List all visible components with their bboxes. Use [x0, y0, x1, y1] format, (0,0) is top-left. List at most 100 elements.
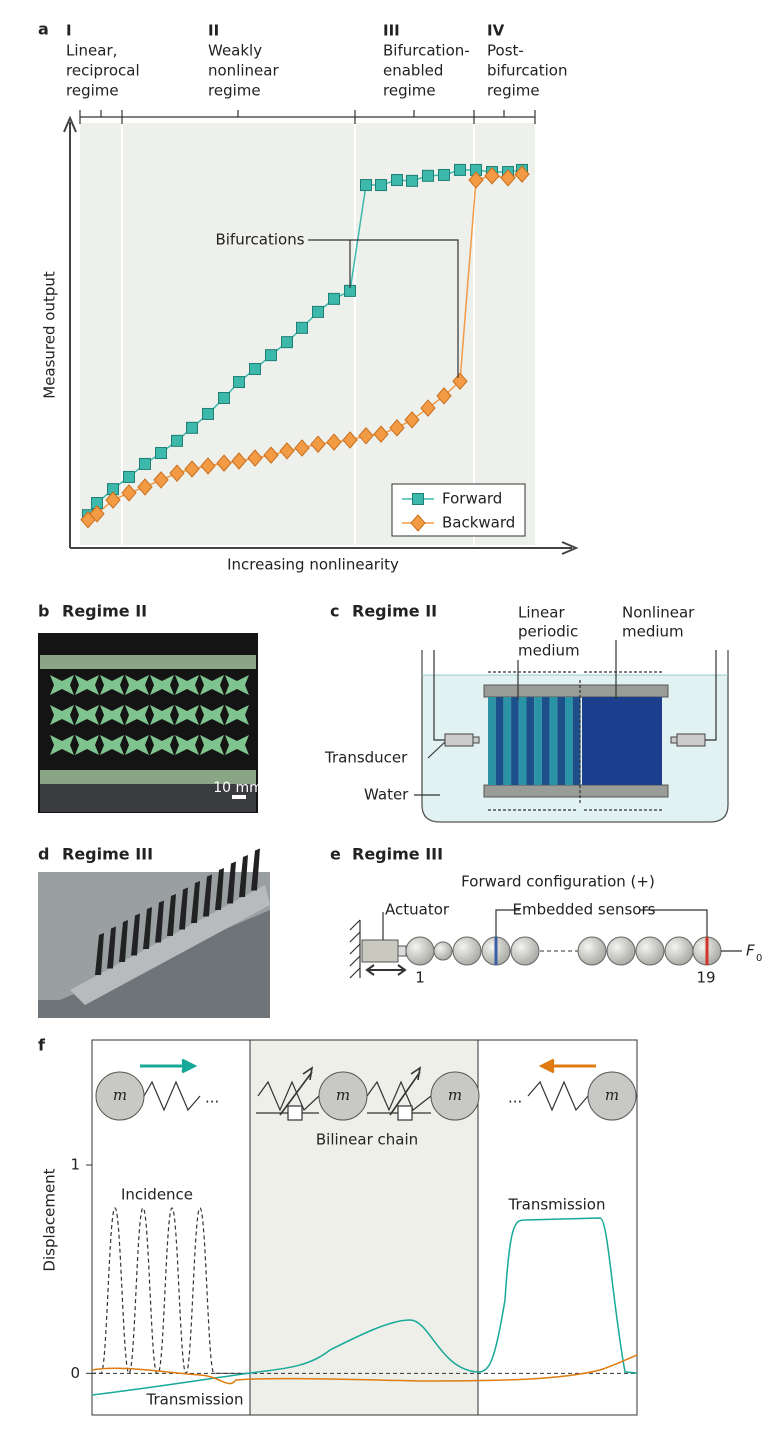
marker — [358, 427, 374, 445]
panel-letter: e — [330, 845, 341, 864]
lattice — [50, 675, 249, 755]
marker — [249, 363, 261, 376]
plot-frame — [91, 1039, 638, 1416]
lattice-cell — [100, 705, 124, 725]
marker — [436, 387, 452, 405]
marker — [186, 421, 198, 434]
plate — [483, 684, 669, 698]
regime-label: Bifurcation- — [383, 42, 470, 60]
panel-letter: b — [38, 602, 49, 621]
lattice-cell — [175, 705, 199, 725]
lattice-cell — [50, 705, 74, 725]
stripe — [534, 697, 542, 785]
linear-medium — [488, 697, 581, 785]
marker — [373, 425, 389, 443]
lattice-cell — [50, 735, 74, 755]
marker — [514, 165, 530, 183]
stripe — [541, 697, 550, 785]
marker — [422, 169, 434, 182]
marker — [281, 336, 293, 349]
regime-label: regime — [487, 82, 540, 100]
resonator — [155, 900, 164, 943]
marker — [137, 478, 153, 496]
plot: 01 — [70, 1156, 638, 1396]
marker — [296, 321, 308, 334]
annotation: Bifurcations — [215, 231, 304, 249]
panel-letter: a — [38, 20, 49, 39]
marker — [294, 439, 310, 457]
mass-label: m — [605, 1086, 619, 1104]
regime-label: regime — [383, 82, 436, 100]
marker — [342, 431, 358, 449]
regime-label: Post- — [487, 42, 524, 60]
panel-title: Regime II — [352, 602, 437, 621]
mass — [430, 1071, 480, 1121]
label: Transducer — [324, 749, 408, 767]
ellipsis: ... — [508, 1089, 522, 1107]
lattice-cell — [225, 735, 249, 755]
stripe — [557, 697, 565, 785]
regime-numeral: III — [383, 22, 400, 40]
transducers — [444, 733, 706, 747]
marker — [184, 460, 200, 478]
mass — [95, 1071, 145, 1121]
force-label: F — [746, 942, 755, 960]
y-axis-label: Measured output — [41, 271, 59, 399]
marker — [454, 163, 466, 176]
resonator — [107, 926, 116, 969]
photo-bar — [40, 655, 256, 669]
regime-dividers — [121, 123, 475, 545]
regime-numeral: I — [66, 22, 72, 40]
photo-resonators — [95, 848, 260, 975]
resonator — [167, 894, 176, 936]
leaders — [414, 741, 446, 796]
marker — [171, 434, 183, 447]
label: Embedded sensors — [513, 901, 656, 919]
lattice-cell — [125, 705, 149, 725]
stripe — [503, 697, 512, 785]
marker — [360, 179, 372, 192]
label: Transmission — [508, 1196, 606, 1214]
legend-label: Forward — [442, 490, 502, 508]
ellipsis: ... — [205, 1089, 219, 1107]
resonator — [215, 868, 224, 910]
label: Incidence — [121, 1186, 193, 1204]
photo-rail — [70, 885, 270, 1005]
panel-letter: f — [38, 1036, 46, 1055]
label: periodic — [518, 623, 578, 641]
marker — [420, 399, 436, 417]
stripe — [565, 697, 573, 785]
stripe — [495, 697, 504, 785]
marker — [404, 411, 420, 429]
label: Linear — [518, 604, 565, 622]
panel-letter: d — [38, 845, 49, 864]
panel-title: Regime III — [62, 845, 153, 864]
marker — [438, 168, 450, 181]
panel-letter: c — [330, 602, 339, 621]
stripe — [488, 697, 496, 785]
lattice-cell — [125, 735, 149, 755]
regime-label: bifurcation — [487, 62, 568, 80]
label: medium — [622, 623, 684, 641]
label: Transmission — [146, 1391, 244, 1409]
resonator — [119, 920, 128, 962]
regime-label: Linear, — [66, 42, 117, 60]
leaders — [365, 909, 742, 976]
actuator — [361, 939, 399, 963]
y-tick-label: 0 — [70, 1364, 80, 1382]
springs — [143, 1066, 589, 1121]
force-subscript: 0 — [756, 953, 762, 964]
label: Actuator — [385, 901, 450, 919]
lattice-cell — [50, 675, 74, 695]
marker — [263, 446, 279, 464]
marker — [391, 174, 403, 187]
scale-bar — [232, 795, 246, 799]
lattice-cell — [225, 675, 249, 695]
mass — [318, 1071, 368, 1121]
incidence-curve — [92, 1207, 250, 1374]
incident-arrow — [140, 1058, 198, 1074]
photo-base — [40, 784, 256, 812]
marker — [121, 484, 137, 502]
